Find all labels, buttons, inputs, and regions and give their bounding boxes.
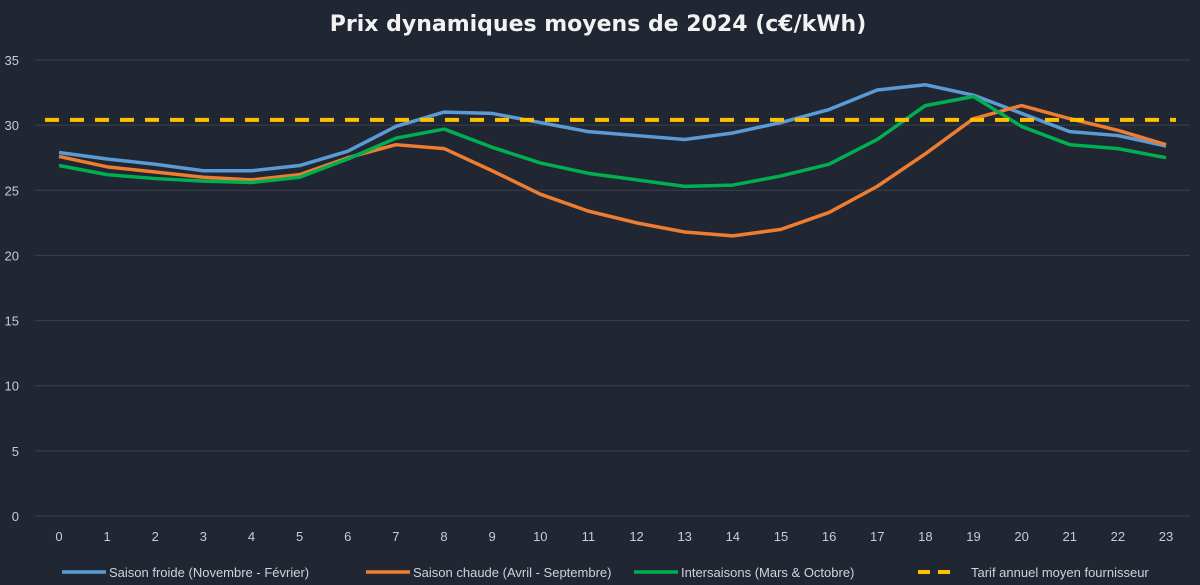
x-tick-label: 9	[489, 529, 496, 544]
x-tick-label: 12	[629, 529, 643, 544]
y-tick-label: 20	[5, 248, 19, 263]
y-tick-label: 30	[5, 118, 19, 133]
x-tick-label: 22	[1111, 529, 1125, 544]
series-line-2	[58, 94, 1167, 189]
x-tick-label: 4	[248, 529, 255, 544]
legend-item: Saison froide (Novembre - Février)	[62, 565, 309, 580]
x-tick-label: 23	[1159, 529, 1173, 544]
x-tick-label: 8	[440, 529, 447, 544]
legend-item: Intersaisons (Mars & Octobre)	[634, 565, 854, 580]
x-tick-label: 19	[966, 529, 980, 544]
y-tick-label: 25	[5, 183, 19, 198]
x-tick-label: 2	[152, 529, 159, 544]
legend-item: Tarif annuel moyen fournisseur	[918, 565, 1149, 580]
legend-label: Saison chaude (Avril - Septembre)	[413, 565, 611, 580]
x-tick-label: 10	[533, 529, 547, 544]
y-tick-label: 35	[5, 53, 19, 68]
x-tick-label: 1	[104, 529, 111, 544]
x-tick-label: 11	[582, 529, 596, 544]
x-tick-label: 17	[870, 529, 884, 544]
series-line-0	[58, 83, 1167, 173]
series-line-1	[58, 103, 1167, 238]
chart-title: Prix dynamiques moyens de 2024 (c€/kWh)	[330, 12, 867, 37]
x-tick-label: 16	[822, 529, 836, 544]
x-tick-label: 21	[1063, 529, 1077, 544]
y-tick-label: 10	[5, 379, 19, 394]
y-tick-label: 5	[12, 444, 19, 459]
x-tick-label: 7	[392, 529, 399, 544]
x-tick-label: 18	[918, 529, 932, 544]
x-tick-label: 15	[774, 529, 788, 544]
legend-item: Saison chaude (Avril - Septembre)	[366, 565, 611, 580]
legend-label: Intersaisons (Mars & Octobre)	[681, 565, 854, 580]
x-tick-label: 20	[1014, 529, 1028, 544]
x-tick-label: 13	[677, 529, 691, 544]
x-tick-label: 3	[200, 529, 207, 544]
x-tick-label: 0	[55, 529, 62, 544]
x-tick-label: 14	[726, 529, 740, 544]
x-tick-label: 6	[344, 529, 351, 544]
y-tick-label: 0	[12, 509, 19, 524]
y-tick-label: 15	[5, 314, 19, 329]
x-tick-label: 5	[296, 529, 303, 544]
legend-label: Tarif annuel moyen fournisseur	[971, 565, 1149, 580]
legend-label: Saison froide (Novembre - Février)	[109, 565, 309, 580]
